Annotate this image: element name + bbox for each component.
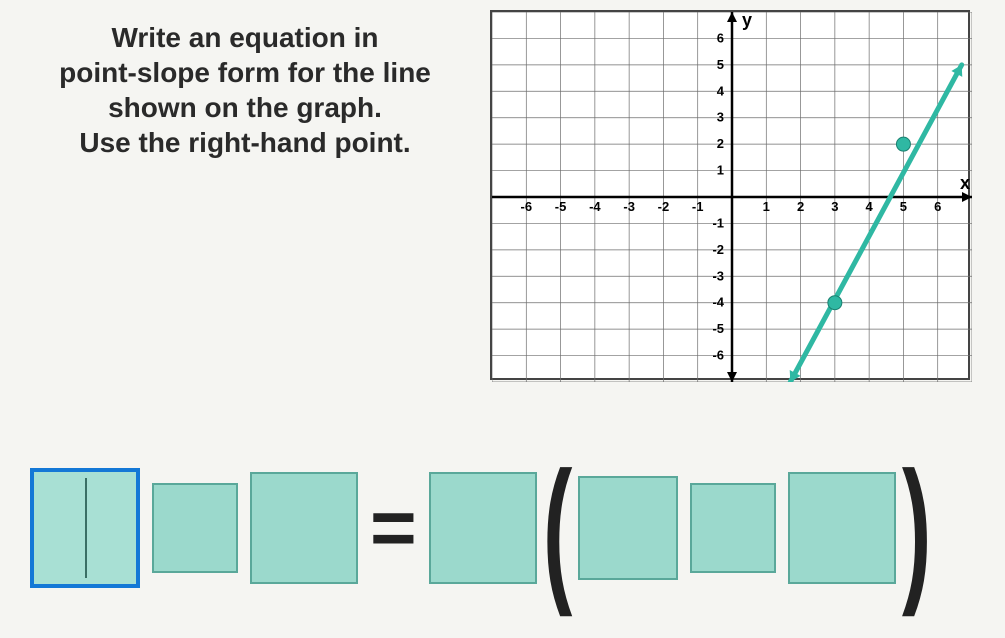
- coordinate-graph: -6 -5 -4 -3 -2 -1 1 2 3 4 5 6 -6 -5 -4 -3 -2 -1 1 2 3 4 5 6 y x: [490, 10, 970, 380]
- svg-text:1: 1: [717, 163, 724, 178]
- svg-text:-6: -6: [521, 199, 533, 214]
- svg-text:4: 4: [717, 83, 725, 98]
- equals-sign: =: [370, 488, 417, 568]
- prompt-line: point-slope form for the line: [0, 55, 490, 90]
- answer-box-x-op[interactable]: [690, 483, 776, 573]
- svg-text:4: 4: [866, 199, 874, 214]
- svg-text:-5: -5: [555, 199, 567, 214]
- svg-text:3: 3: [717, 110, 724, 125]
- svg-text:6: 6: [934, 199, 941, 214]
- svg-text:6: 6: [717, 30, 724, 45]
- answer-box-slope[interactable]: [429, 472, 537, 584]
- answer-box-x-var[interactable]: [578, 476, 678, 580]
- answer-box-y-op[interactable]: [152, 483, 238, 573]
- close-paren: ): [902, 464, 931, 592]
- svg-text:-2: -2: [712, 242, 724, 257]
- open-paren: (: [543, 464, 572, 592]
- svg-text:2: 2: [717, 136, 724, 151]
- svg-text:1: 1: [763, 199, 770, 214]
- answer-box-y-val[interactable]: [250, 472, 358, 584]
- svg-text:-1: -1: [692, 199, 704, 214]
- svg-text:5: 5: [900, 199, 907, 214]
- svg-text:x: x: [960, 173, 970, 193]
- svg-text:-4: -4: [712, 295, 724, 310]
- prompt-line: Use the right-hand point.: [0, 125, 490, 160]
- svg-text:y: y: [742, 12, 752, 30]
- answer-box-x-val[interactable]: [788, 472, 896, 584]
- svg-text:-1: -1: [712, 215, 724, 230]
- svg-text:-5: -5: [712, 321, 724, 336]
- svg-text:-2: -2: [658, 199, 670, 214]
- graph-svg: -6 -5 -4 -3 -2 -1 1 2 3 4 5 6 -6 -5 -4 -3 -2 -1 1 2 3 4 5 6 y x: [492, 12, 972, 382]
- question-prompt: Write an equation in point-slope form fo…: [0, 20, 490, 160]
- svg-text:2: 2: [797, 199, 804, 214]
- svg-text:-4: -4: [589, 199, 601, 214]
- svg-text:-3: -3: [623, 199, 635, 214]
- cursor-bar: [85, 478, 87, 578]
- svg-text:3: 3: [831, 199, 838, 214]
- graph-border: -6 -5 -4 -3 -2 -1 1 2 3 4 5 6 -6 -5 -4 -3 -2 -1 1 2 3 4 5 6 y x: [490, 10, 970, 380]
- svg-text:-6: -6: [712, 348, 724, 363]
- svg-text:-3: -3: [712, 268, 724, 283]
- prompt-line: Write an equation in: [0, 20, 490, 55]
- answer-row: = ( ): [30, 458, 975, 598]
- svg-text:5: 5: [717, 57, 724, 72]
- prompt-line: shown on the graph.: [0, 90, 490, 125]
- answer-box-y-var[interactable]: [30, 468, 140, 588]
